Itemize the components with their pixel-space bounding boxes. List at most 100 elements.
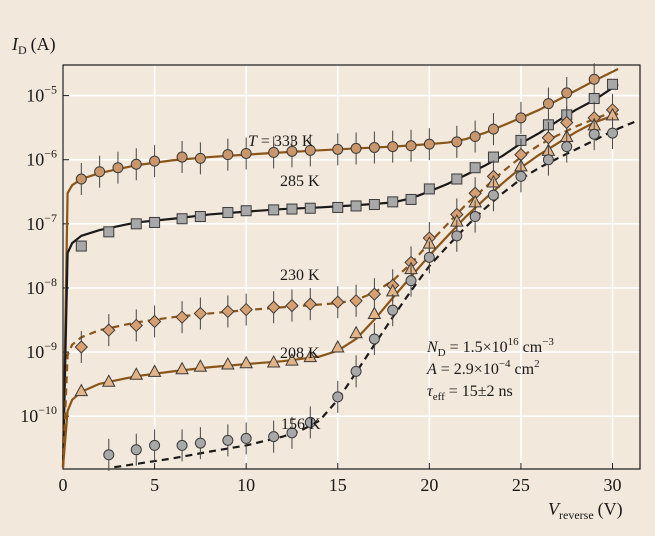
data-point bbox=[451, 136, 463, 148]
data-point bbox=[266, 354, 281, 368]
series-1 bbox=[61, 78, 619, 468]
series-4 bbox=[103, 117, 637, 471]
data-point bbox=[330, 339, 345, 353]
data-point bbox=[101, 374, 116, 387]
data-point bbox=[130, 218, 142, 230]
data-point bbox=[147, 364, 162, 377]
data-point bbox=[349, 294, 363, 308]
annotation-line: A = 2.9×10−4 cm2 bbox=[426, 358, 540, 378]
data-point bbox=[221, 304, 235, 319]
x-tick-label: 0 bbox=[59, 475, 68, 495]
data-point bbox=[222, 434, 234, 446]
data-point bbox=[268, 431, 280, 443]
data-point bbox=[451, 230, 463, 242]
data-point bbox=[193, 306, 208, 321]
data-point bbox=[74, 340, 89, 354]
data-point bbox=[515, 170, 527, 182]
data-point bbox=[149, 155, 161, 167]
data-point bbox=[387, 196, 399, 208]
axis-ticks: 0 5 10 15 20 25 30 10−10 10−9 10−8 10−7 10−6 10−5 bbox=[20, 83, 621, 495]
data-point bbox=[607, 127, 619, 139]
series-0 bbox=[61, 63, 619, 468]
y-tick-label: 10−8 bbox=[26, 275, 57, 298]
data-point bbox=[239, 355, 254, 369]
data-point bbox=[112, 162, 124, 174]
data-point bbox=[607, 78, 619, 90]
data-point bbox=[147, 314, 162, 329]
data-point bbox=[129, 318, 143, 333]
data-point bbox=[194, 437, 206, 449]
data-point bbox=[304, 416, 316, 428]
data-point bbox=[286, 203, 298, 215]
data-point bbox=[130, 158, 142, 170]
y-tick-label: 10−5 bbox=[26, 83, 57, 106]
data-point bbox=[75, 173, 87, 185]
data-point bbox=[423, 183, 435, 195]
data-point bbox=[560, 115, 574, 130]
data-point bbox=[194, 211, 206, 223]
y-tick-label: 10−10 bbox=[20, 403, 57, 426]
data-point bbox=[175, 310, 189, 324]
data-point bbox=[588, 73, 600, 85]
data-point bbox=[332, 201, 344, 213]
data-point bbox=[103, 226, 115, 238]
x-tick-label: 25 bbox=[512, 475, 530, 495]
y-axis-title: ID (A) bbox=[11, 34, 56, 57]
data-point bbox=[222, 149, 234, 161]
data-point bbox=[240, 432, 252, 444]
data-point bbox=[239, 302, 253, 317]
data-point bbox=[286, 427, 298, 439]
data-point bbox=[175, 361, 189, 375]
data-point bbox=[368, 333, 380, 345]
y-tick-label: 10−6 bbox=[26, 147, 57, 170]
data-point bbox=[194, 152, 206, 164]
data-point bbox=[240, 205, 252, 217]
data-point bbox=[303, 297, 317, 311]
data-point bbox=[423, 251, 435, 263]
series-labels: T = 333 K 285 K 230 K 208 K 156 K bbox=[248, 133, 321, 433]
data-point bbox=[387, 141, 399, 153]
data-point bbox=[561, 141, 573, 153]
data-point bbox=[266, 300, 281, 314]
data-point bbox=[176, 439, 188, 451]
data-point bbox=[469, 162, 481, 174]
data-point bbox=[149, 216, 161, 228]
x-tick-label: 20 bbox=[420, 475, 438, 495]
annotation-line: τeff = 15±2 ns bbox=[427, 383, 513, 403]
plot-frame bbox=[62, 64, 641, 470]
data-point bbox=[350, 200, 362, 212]
data-point bbox=[469, 131, 481, 143]
data-point bbox=[515, 112, 527, 124]
x-tick-label: 30 bbox=[604, 475, 622, 495]
data-point bbox=[102, 323, 116, 337]
data-point bbox=[268, 204, 280, 216]
data-point bbox=[350, 142, 362, 154]
data-point bbox=[222, 207, 234, 219]
data-point bbox=[332, 391, 344, 403]
data-point bbox=[176, 151, 188, 163]
data-point bbox=[285, 298, 299, 313]
data-point bbox=[561, 87, 573, 99]
x-tick-label: 5 bbox=[150, 475, 159, 495]
data-point bbox=[130, 444, 142, 456]
data-point bbox=[542, 98, 554, 110]
data-point bbox=[75, 240, 87, 252]
data-point bbox=[367, 306, 382, 319]
data-point bbox=[240, 147, 252, 159]
data-point bbox=[304, 202, 316, 214]
x-axis-title: Vreverse (V) bbox=[548, 499, 623, 522]
data-point bbox=[423, 138, 435, 150]
data-point bbox=[221, 357, 235, 370]
data-point bbox=[129, 367, 144, 380]
data-point bbox=[103, 449, 115, 461]
data-point bbox=[193, 359, 208, 372]
data-point bbox=[405, 193, 417, 205]
annotation-line: ND = 1.5×1016 cm−3 bbox=[426, 336, 554, 359]
data-point bbox=[268, 146, 280, 158]
data-point bbox=[542, 154, 554, 166]
fit-line bbox=[61, 112, 619, 468]
data-point bbox=[176, 213, 188, 225]
series-label: T = 333 K bbox=[248, 133, 314, 150]
data-point bbox=[588, 128, 600, 140]
